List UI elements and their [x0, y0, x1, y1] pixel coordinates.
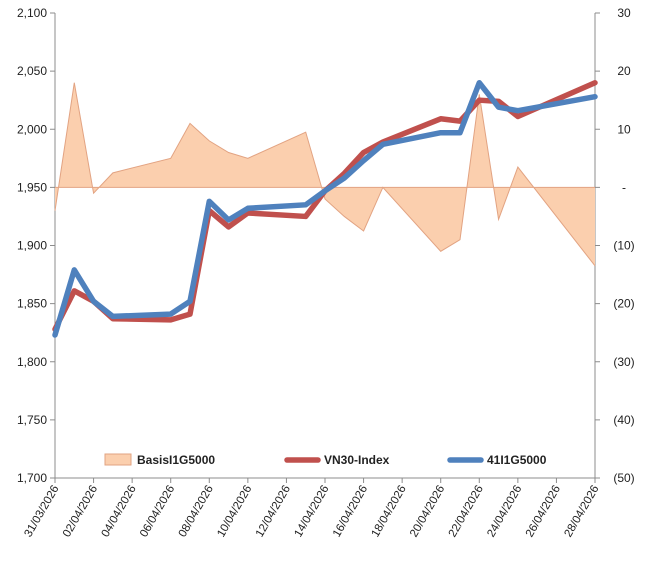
- basis-area-edge: [54, 82, 596, 267]
- vn30-index-line: [52, 80, 598, 332]
- legend-label: 41I1G5000: [487, 453, 547, 467]
- legend-label: VN30-Index: [324, 453, 390, 467]
- right-tick-label: (20): [613, 297, 634, 311]
- right-tick-label: 20: [617, 64, 631, 78]
- right-tick-label: (50): [613, 471, 634, 485]
- x-tick-label: 28/04/2026: [562, 484, 601, 540]
- right-tick-label: 30: [617, 6, 631, 20]
- right-tick-label: (10): [613, 239, 634, 253]
- 41i1g5000-line: [52, 80, 598, 338]
- x-tick-label: 16/04/2026: [331, 484, 370, 540]
- right-tick-label: 10: [617, 122, 631, 136]
- left-tick-label: 1,950: [17, 180, 47, 194]
- x-tick-label: 24/04/2026: [485, 484, 524, 540]
- left-tick-label: 2,000: [17, 122, 47, 136]
- x-tick-label: 06/04/2026: [138, 484, 177, 540]
- legend-swatch-basis: [104, 453, 132, 466]
- left-tick-label: 1,800: [17, 355, 47, 369]
- x-tick-label: 18/04/2026: [370, 484, 409, 540]
- left-tick-label: 1,850: [17, 297, 47, 311]
- x-tick-label: 20/04/2026: [408, 484, 447, 540]
- left-tick-label: 1,700: [17, 471, 47, 485]
- x-tick-label: 14/04/2026: [292, 484, 331, 540]
- x-tick-label: 12/04/2026: [254, 484, 293, 540]
- legend-label: BasisI1G5000: [137, 453, 215, 467]
- x-tick-label: 04/04/2026: [100, 484, 139, 540]
- basis-area: [55, 82, 595, 266]
- left-tick-label: 1,900: [17, 239, 47, 253]
- right-tick-label: (40): [613, 413, 634, 427]
- x-tick-label: 10/04/2026: [215, 484, 254, 540]
- left-tick-label: 1,750: [17, 413, 47, 427]
- right-tick-label: (30): [613, 355, 634, 369]
- x-tick-label: 26/04/2026: [524, 484, 563, 540]
- right-tick-label: -: [622, 180, 626, 194]
- x-tick-label: 31/03/2026: [22, 484, 61, 540]
- x-tick-label: 22/04/2026: [447, 484, 486, 540]
- left-tick-label: 2,100: [17, 6, 47, 20]
- left-tick-label: 2,050: [17, 64, 47, 78]
- x-tick-label: 02/04/2026: [61, 484, 100, 540]
- x-tick-label: 08/04/2026: [177, 484, 216, 540]
